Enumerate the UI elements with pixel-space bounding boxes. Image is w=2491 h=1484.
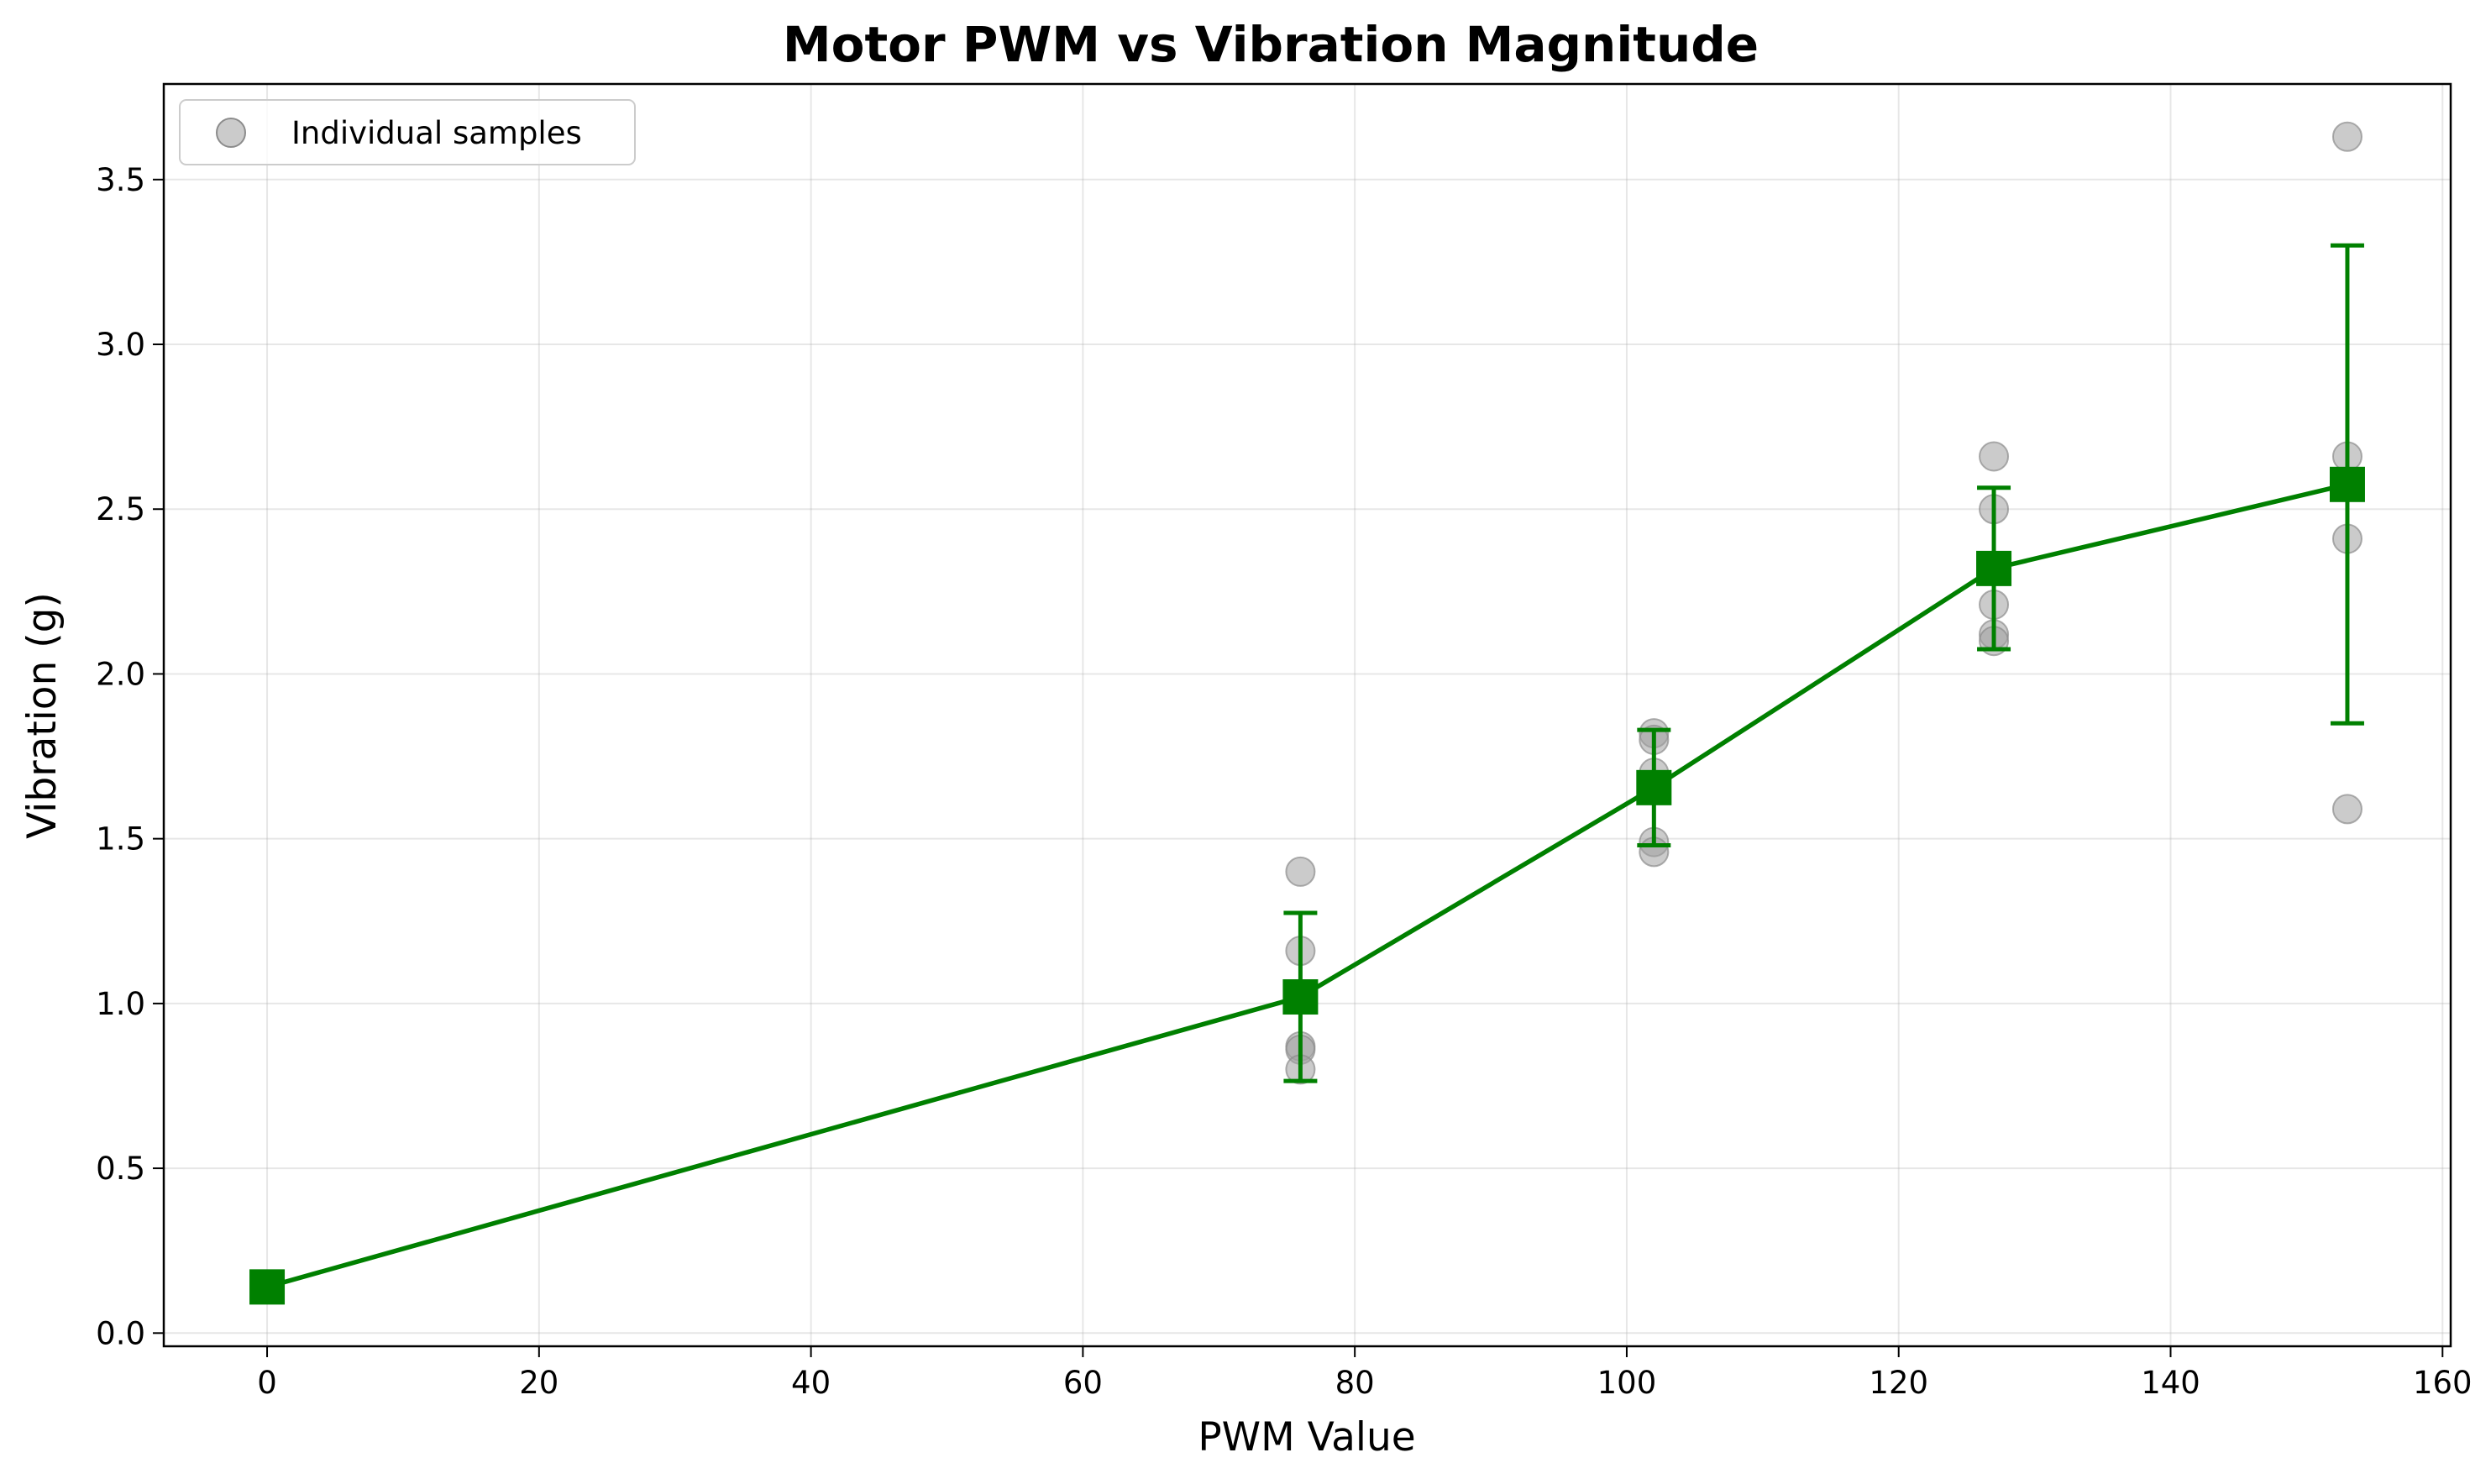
x-axis-label: PWM Value [1198, 1414, 1415, 1460]
mean-marker [1282, 979, 1319, 1015]
legend: Individual samples [179, 99, 636, 165]
mean-series [249, 466, 2365, 1305]
x-tick-label: 80 [1335, 1365, 1375, 1401]
mean-marker [1976, 550, 2012, 586]
sample-point [2331, 121, 2363, 152]
sample-point [2331, 794, 2363, 825]
x-tick-label: 160 [2413, 1365, 2473, 1401]
x-tick-label: 120 [1869, 1365, 1928, 1401]
y-tick-label: 2.0 [96, 656, 145, 692]
sample-point [1285, 856, 1316, 887]
y-axis-label: Vibration (g) [19, 592, 66, 839]
y-tick-label: 1.0 [96, 986, 145, 1022]
mean-marker [2329, 466, 2365, 502]
mean-marker [1636, 769, 1672, 805]
y-tick-label: 3.0 [96, 327, 145, 363]
grid-lines [164, 84, 2451, 1346]
y-tick-label: 0.5 [96, 1151, 145, 1187]
x-axis-ticks: 0 20 40 60 80 100 120 140 160 [257, 1346, 2473, 1401]
y-tick-label: 0.0 [96, 1315, 145, 1351]
sample-point [1979, 441, 2010, 472]
y-tick-label: 1.5 [96, 821, 145, 857]
mean-marker [249, 1269, 286, 1305]
y-tick-label: 3.5 [96, 162, 145, 198]
x-tick-label: 40 [791, 1365, 831, 1401]
x-tick-label: 0 [257, 1365, 277, 1401]
x-tick-label: 140 [2141, 1365, 2200, 1401]
x-tick-label: 100 [1597, 1365, 1657, 1401]
y-tick-label: 2.5 [96, 491, 145, 527]
x-tick-label: 60 [1063, 1365, 1103, 1401]
chart-title: Motor PWM vs Vibration Magnitude [783, 16, 1759, 73]
legend-sample-label: Individual samples [291, 115, 582, 151]
legend-sample-marker [216, 118, 246, 148]
y-axis-ticks: 0.0 0.5 1.0 1.5 2.0 2.5 3.0 3.5 [96, 162, 164, 1351]
x-tick-label: 20 [519, 1365, 559, 1401]
legend-frame [179, 99, 636, 165]
plot-frame [162, 82, 2452, 1348]
